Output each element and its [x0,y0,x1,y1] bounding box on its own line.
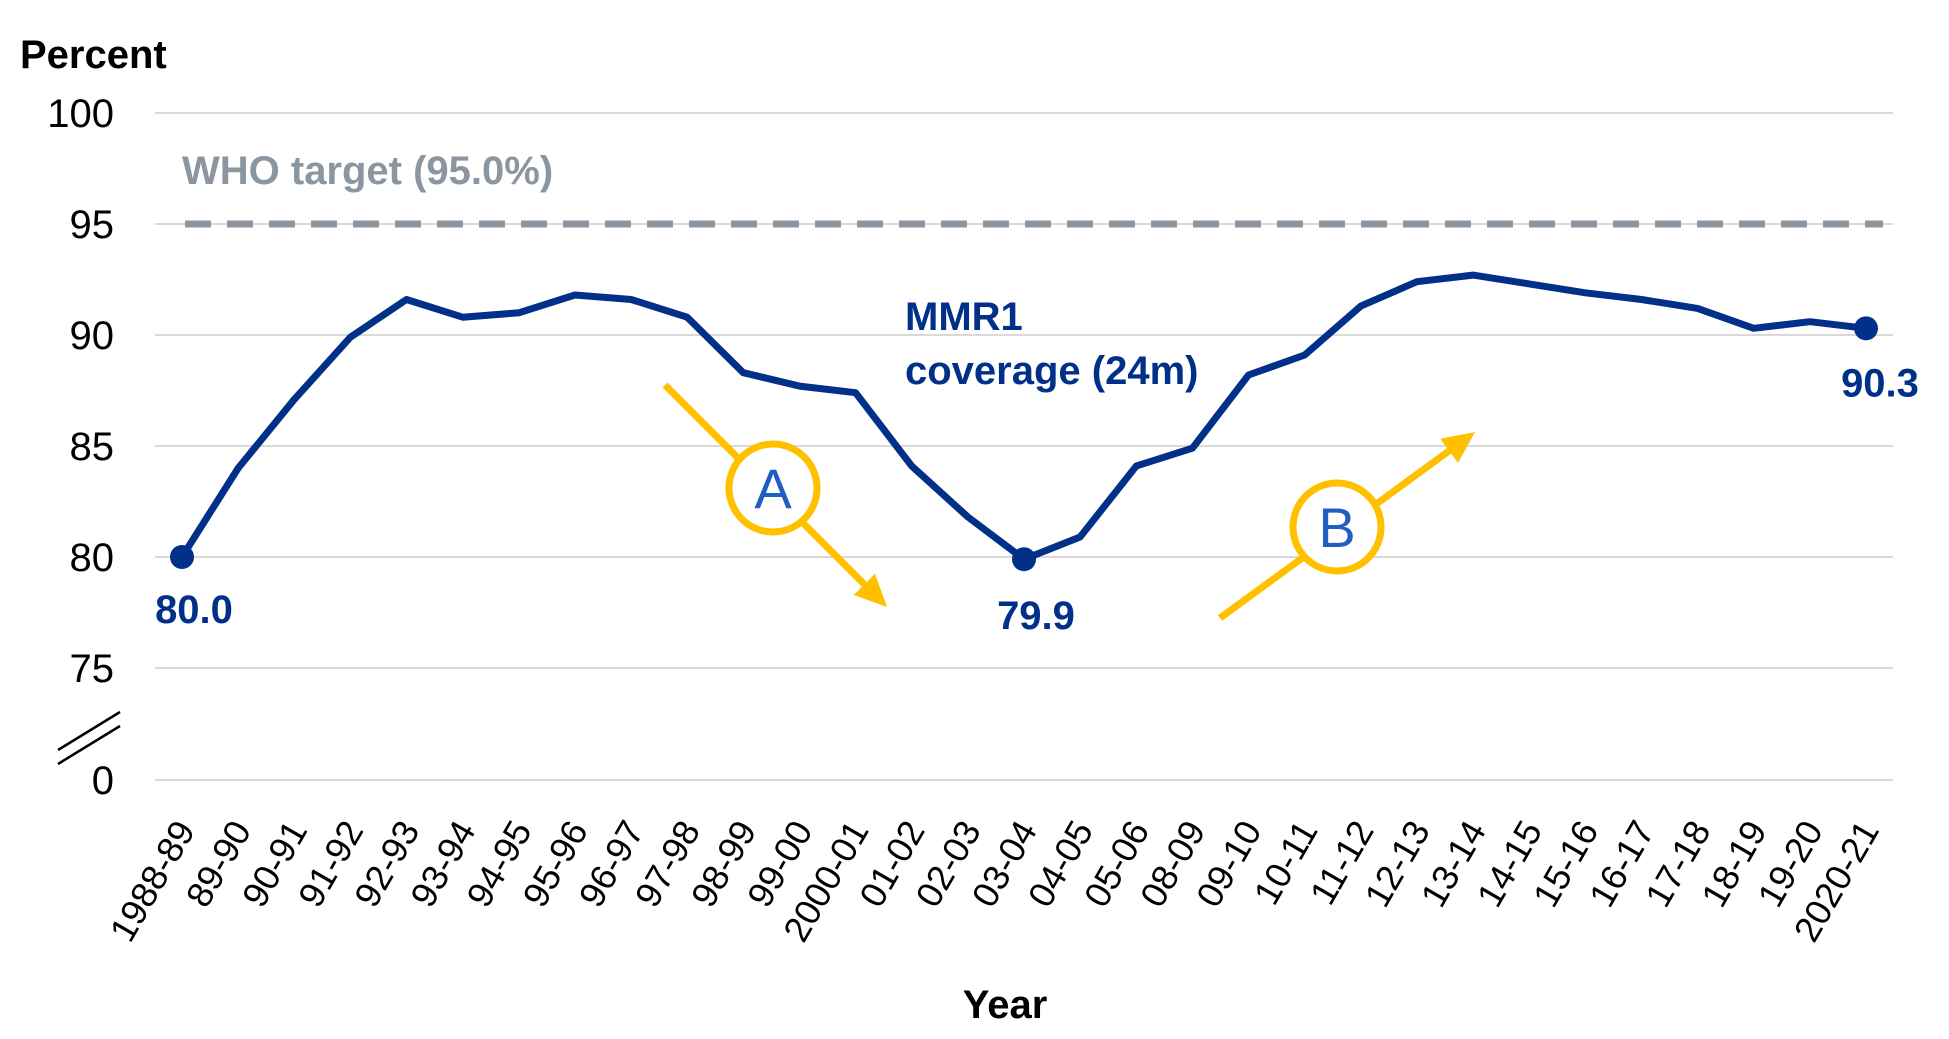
data-label: 80.0 [155,588,233,632]
x-tick-labels: 1988-8989-9090-9191-9292-9393-9494-9595-… [101,814,1887,949]
data-label: 79.9 [997,594,1075,638]
y-tick-label: 0 [92,759,114,803]
y-tick-label: 100 [47,92,114,136]
annotation-letter: B [1318,496,1355,559]
trend-annotation-a: A [662,382,887,607]
axis-break-stroke [57,710,121,752]
annotation-letter: A [754,457,792,520]
data-point-marker [1854,316,1878,341]
trend-annotations: AB [662,382,1475,621]
series-line-mmr1 [178,271,1870,563]
y-tick-label: 80 [70,536,115,580]
data-point-marker [170,545,194,569]
who-target-reference: WHO target (95.0%) [182,149,1883,228]
arrow-head-icon [1440,432,1475,463]
series-line-layer: MMR1 coverage (24m) 80.0 79.9 90.3 [155,271,1919,638]
x-axis-label: Year [963,983,1048,1027]
annotation-circle [725,440,821,536]
axis-break-stroke [57,724,121,766]
gridlines [155,112,1893,781]
y-tick-label: 75 [70,647,115,691]
axis-break-icon [57,710,121,766]
data-point-marker [1012,547,1036,572]
chart-text: Percent Year [20,33,1047,1027]
trend-annotation-b: B [1217,432,1475,621]
annotation-circle [1289,479,1385,575]
y-axis-label: Percent [20,33,167,77]
series-label: MMR1 coverage (24m) [905,295,1198,393]
y-tick-label: 95 [70,203,115,247]
y-tick-label: 90 [70,314,115,358]
arrow-head-icon [853,573,887,607]
y-tick-labels: 100 95 90 85 80 75 0 [47,92,114,803]
who-target-label: WHO target (95.0%) [182,149,553,193]
y-tick-label: 85 [70,425,115,469]
data-label: 90.3 [1841,361,1919,405]
